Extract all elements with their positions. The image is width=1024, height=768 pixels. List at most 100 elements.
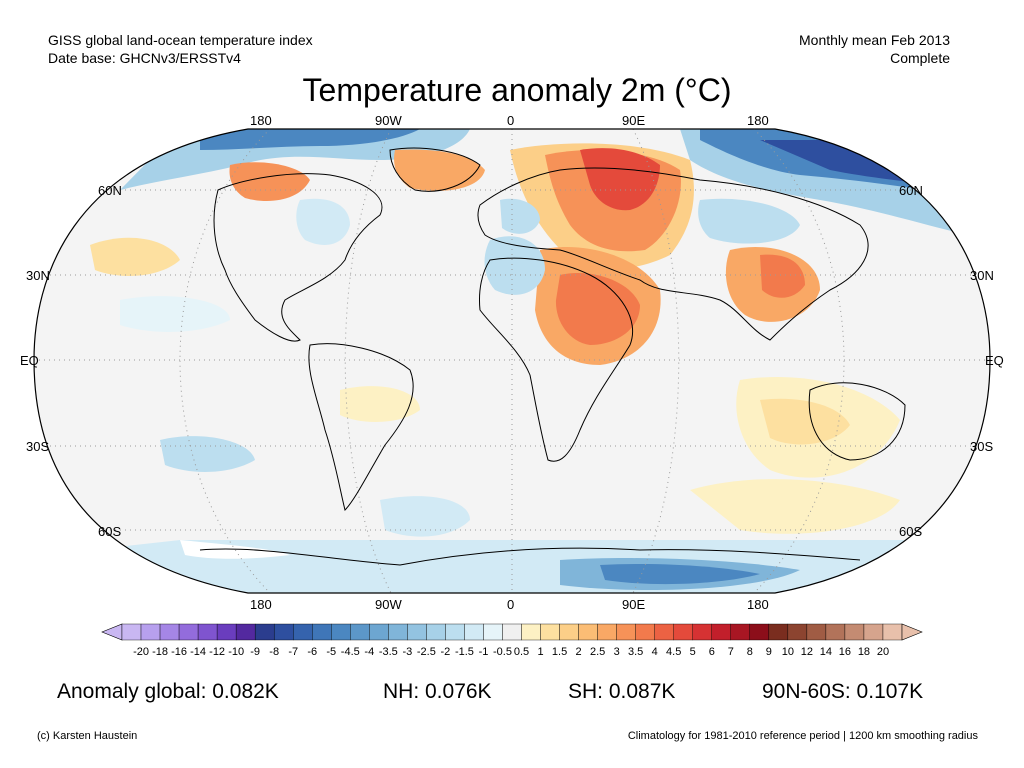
colorbar-tick-label: -6 <box>307 646 317 658</box>
colorbar-tick-label: -16 <box>171 646 187 658</box>
colorbar-cell <box>502 623 522 641</box>
colorbar-cell <box>178 623 199 641</box>
lon-label-top-90w: 90W <box>375 113 402 128</box>
colorbar-cell <box>863 623 884 641</box>
colorbar-cell <box>521 623 541 641</box>
colorbar-cell <box>235 623 256 641</box>
colorbar-cell <box>407 623 427 641</box>
colorbar-cell <box>578 623 598 641</box>
coastlines <box>199 147 906 566</box>
stat-sh: SH: 0.087K <box>568 680 676 703</box>
lat-label-left-eq: EQ <box>20 353 39 368</box>
colorbar-tick-label: 14 <box>820 646 832 658</box>
colorbar-tick-label: -20 <box>133 646 149 658</box>
colorbar-cell <box>635 623 655 641</box>
colorbar-tick-label: -4 <box>364 646 374 658</box>
colorbar-high-arrow <box>901 623 923 641</box>
colorbar-cell <box>293 623 313 641</box>
lon-label-top-90e: 90E <box>622 113 646 128</box>
colorbar-cell <box>350 623 370 641</box>
colorbar-cell <box>388 623 408 641</box>
colorbar-tick-label: 18 <box>858 646 870 658</box>
colorbar-cell <box>121 623 142 641</box>
colorbar-cell <box>464 623 484 641</box>
lon-label-top-180e: 180 <box>747 113 769 128</box>
anomaly-map <box>33 128 991 594</box>
colorbar-tick-label: 1 <box>537 646 543 658</box>
colorbar-tick-label: 9 <box>766 646 772 658</box>
map-title: Temperature anomaly 2m (°C) <box>302 72 732 108</box>
colorbar-tick-label: -9 <box>250 646 260 658</box>
lat-label-right-30n: 30N <box>970 268 994 283</box>
colorbar-ticks: -20 -18 -16 -14 -12 -10 -9 -8 -7 -6 -5 -4.5 -4 -3.5 -3… <box>133 646 889 658</box>
colorbar-cell <box>159 623 180 641</box>
colorbar-tick-label: 5 <box>690 646 696 658</box>
lat-label-right-30s: 30S <box>970 439 994 454</box>
colorbar-tick-label: -18 <box>152 646 168 658</box>
colorbar-cell <box>882 623 903 641</box>
colorbar-tick-label: 16 <box>839 646 851 658</box>
lon-label-top-0: 0 <box>507 113 515 128</box>
colorbar-tick-label: -10 <box>228 646 244 658</box>
colorbar-cell <box>749 623 770 641</box>
colorbar-cell <box>445 623 465 641</box>
colorbar-cell <box>540 623 560 641</box>
colorbar-cell <box>787 623 808 641</box>
dataset-title: GISS global land-ocean temperature index <box>48 32 313 48</box>
colorbar-cell <box>730 623 751 641</box>
colorbar-tick-label: 12 <box>801 646 813 658</box>
colorbar-tick-label: 3 <box>614 646 620 658</box>
colorbar-tick-label: -4.5 <box>341 646 360 658</box>
lat-label-left-30n: 30N <box>26 268 50 283</box>
colorbar-tick-label: 4.5 <box>666 646 681 658</box>
stat-global: Anomaly global: 0.082K <box>57 680 279 703</box>
colorbar-cell <box>844 623 865 641</box>
colorbar-tick-label: 1.5 <box>552 646 567 658</box>
colorbar-cell <box>559 623 579 641</box>
lon-label-bottom-180w: 180 <box>250 597 272 612</box>
footer-note: Climatology for 1981-2010 reference peri… <box>627 730 978 742</box>
colorbar-cell <box>616 623 636 641</box>
colorbar-cell <box>673 623 693 641</box>
colorbar-cell <box>654 623 674 641</box>
colorbar-low-arrow <box>101 623 123 641</box>
colorbar-tick-label: 4 <box>652 646 658 658</box>
completeness-label: Complete <box>890 50 950 66</box>
colorbar-cell <box>597 623 617 641</box>
colorbar-tick-label: -3 <box>402 646 412 658</box>
lon-label-bottom-180e: 180 <box>747 597 769 612</box>
colorbar-cell <box>197 623 218 641</box>
colorbar-cell <box>768 623 789 641</box>
colorbar-cell <box>216 623 237 641</box>
colorbar-cell <box>426 623 446 641</box>
colorbar-tick-label: -2 <box>441 646 451 658</box>
colorbar-tick-label: 8 <box>747 646 753 658</box>
colorbar-tick-label: -0.5 <box>493 646 512 658</box>
colorbar-tick-label: -12 <box>209 646 225 658</box>
colorbar-cells <box>101 623 923 641</box>
colorbar-tick-label: 6 <box>709 646 715 658</box>
header-right: Monthly mean Feb 2013 Complete <box>799 31 950 67</box>
colorbar-tick-label: -1.5 <box>455 646 474 658</box>
colorbar-cell <box>254 623 275 641</box>
anomaly-field <box>34 129 990 593</box>
colorbar-tick-label: -3.5 <box>379 646 398 658</box>
footer-credit: (c) Karsten Haustein <box>37 730 138 742</box>
colorbar-tick-label: -1 <box>479 646 489 658</box>
colorbar-cell <box>806 623 827 641</box>
colorbar-tick-label: 20 <box>877 646 889 658</box>
colorbar-tick-label: 7 <box>728 646 734 658</box>
colorbar-cell <box>273 623 294 641</box>
colorbar-cell <box>312 623 332 641</box>
lon-label-bottom-0: 0 <box>507 597 515 612</box>
colorbar-cell <box>140 623 161 641</box>
lon-label-bottom-90e: 90E <box>622 597 646 612</box>
colorbar-cell <box>369 623 389 641</box>
lat-label-right-60s: 60S <box>899 524 923 539</box>
lat-label-left-60s: 60S <box>98 524 122 539</box>
lon-label-top-180w: 180 <box>250 113 272 128</box>
colorbar-tick-label: -5 <box>326 646 336 658</box>
colorbar-tick-label: 2.5 <box>590 646 605 658</box>
lat-label-left-30s: 30S <box>26 439 50 454</box>
colorbar-cell <box>711 623 731 641</box>
